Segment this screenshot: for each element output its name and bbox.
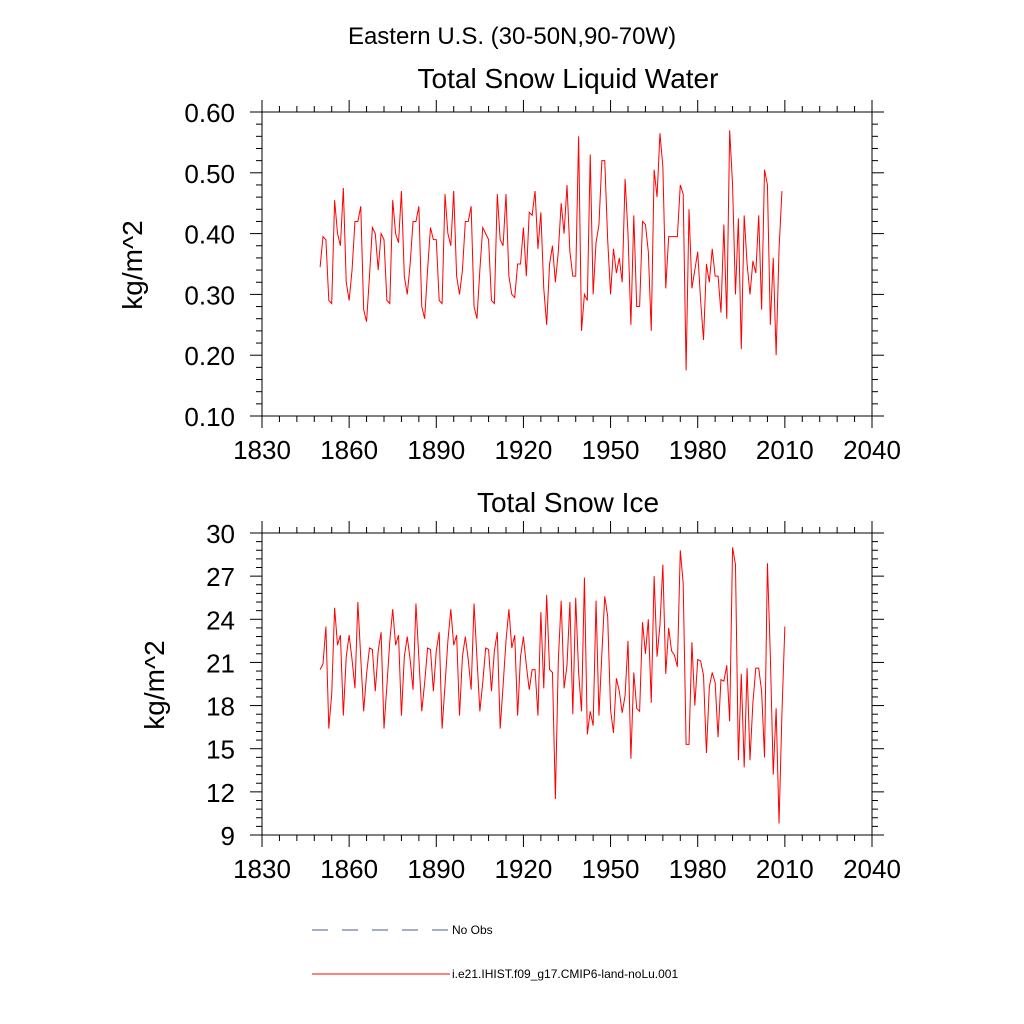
x-tick-label: 2010 (756, 435, 814, 465)
x-tick-label: 1890 (407, 435, 465, 465)
y-axis-label-snow-ice: kg/m^2 (139, 640, 170, 729)
x-tick-label: 2010 (756, 854, 814, 884)
y-tick-label: 21 (206, 648, 235, 678)
y-tick-label: 0.60 (184, 98, 235, 128)
x-tick-label: 1830 (233, 435, 291, 465)
y-tick-label: 0.30 (184, 280, 235, 310)
legend-label-model-run: i.e21.IHIST.f09_g17.CMIP6-land-noLu.001 (452, 967, 678, 981)
panel-snow-liquid-water: Total Snow Liquid Water kg/m^2 1830 1860 1… (117, 63, 901, 465)
x-tick-label: 1950 (582, 435, 640, 465)
plot-frame-snow-ice (261, 532, 873, 836)
y-tick-label: 15 (206, 735, 235, 765)
x-tick-label: 1980 (669, 854, 727, 884)
panel-title-snow-ice: Total Snow Ice (477, 487, 659, 518)
y-tick-label: 0.10 (184, 402, 235, 432)
y-tick-label: 18 (206, 692, 235, 722)
legend: No Obs i.e21.IHIST.f09_g17.CMIP6-land-no… (312, 923, 678, 981)
panel-title-snow-liquid-water: Total Snow Liquid Water (418, 63, 719, 94)
legend-label-no-obs: No Obs (452, 923, 493, 937)
x-tick-label: 1950 (582, 854, 640, 884)
x-tick-label: 2040 (843, 435, 901, 465)
panel-snow-ice: Total Snow Ice kg/m^2 1830 1860 1890 1920 19… (139, 487, 901, 884)
x-tick-label: 1920 (495, 435, 553, 465)
x-tick-label: 1920 (495, 854, 553, 884)
axis-ticks-snow-ice: 1830 1860 1890 1920 1950 1980 2010 2040 9 12 15 18 2… (206, 519, 901, 884)
y-tick-label: 24 (206, 605, 235, 635)
y-tick-label: 12 (206, 778, 235, 808)
x-tick-label: 1890 (407, 854, 465, 884)
y-tick-label: 0.20 (184, 341, 235, 371)
y-tick-label: 0.40 (184, 220, 235, 250)
plot-frame-snow-liquid-water (261, 111, 873, 417)
x-tick-label: 1830 (233, 854, 291, 884)
y-axis-label-snow-liquid-water: kg/m^2 (117, 220, 148, 309)
y-tick-label: 0.50 (184, 159, 235, 189)
x-tick-label: 1860 (320, 854, 378, 884)
y-tick-label: 9 (221, 821, 235, 851)
series-line-snow-ice (319, 547, 786, 824)
axis-ticks-snow-liquid-water: 1830 1860 1890 1920 1950 1980 2010 2040 0.10 0.20… (184, 98, 901, 465)
figure-suptitle: Eastern U.S. (30-50N,90-70W) (348, 23, 676, 50)
y-tick-label: 30 (206, 519, 235, 549)
x-tick-label: 1980 (669, 435, 727, 465)
x-tick-label: 2040 (843, 854, 901, 884)
series-line-snow-liquid-water (319, 130, 783, 371)
y-tick-label: 27 (206, 562, 235, 592)
x-tick-label: 1860 (320, 435, 378, 465)
